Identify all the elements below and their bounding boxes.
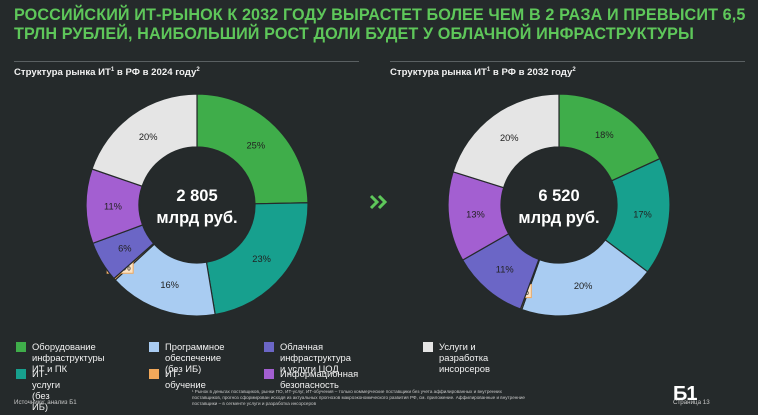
center-value: 2 805 [176, 187, 217, 205]
legend-swatch [423, 342, 433, 352]
slice-label-software: 20% [574, 281, 593, 291]
chart-title-suffix: в РФ в 2024 году [114, 67, 197, 79]
center-unit: млрд руб. [518, 209, 599, 227]
chart-title-sup: 2 [572, 67, 576, 73]
legend-label: Облачная инфраструктура и услуги ЦОД [280, 341, 351, 374]
chart-title-sup: 1 [110, 67, 115, 73]
legend-label: ИТ-обучение [165, 368, 206, 390]
legend-item-insourcing: Услуги и разработка инсорсеров [423, 341, 490, 374]
legend-item-it_education: ИТ-обучение [149, 368, 206, 390]
slice-label-software: 16% [160, 280, 179, 290]
legend-swatch [264, 342, 274, 352]
source-note: Источники: анализ Б1 [14, 399, 77, 406]
slice-label-it_services: 17% [633, 210, 652, 220]
slice-label-it_services: 23% [252, 254, 271, 264]
donut-hole [502, 148, 616, 262]
legend-swatch [16, 342, 26, 352]
logo: Б1 [673, 383, 697, 405]
center-unit: млрд руб. [156, 209, 237, 227]
chart-title-2032: Структура рынка ИТ1 в РФ в 2032 году2 [390, 67, 576, 78]
legend-item-hardware: Оборудование инфраструктуры ИТ и ПК [16, 341, 104, 374]
legend-swatch [16, 369, 26, 379]
legend-item-it_services: ИТ-услуги (без ИБ) [16, 368, 60, 412]
slice-label-insourcing: 20% [500, 133, 519, 143]
legend-label: Оборудование инфраструктуры ИТ и ПК [32, 341, 105, 374]
legend-item-security: Информационная безопасность [264, 368, 358, 390]
legend-swatch [264, 369, 274, 379]
slice-software [521, 239, 649, 317]
page-number: Страница 13 [673, 399, 710, 406]
legend-swatch [149, 342, 159, 352]
slice-it_services [205, 202, 309, 316]
legend-label: Услуги и разработка инсорсеров [439, 341, 490, 374]
slice-label-cloud: 6% [118, 244, 131, 254]
left-divider [14, 61, 359, 62]
double-chevron-right-icon [369, 194, 388, 210]
slice-label-security: 11% [104, 201, 122, 211]
chart-title-2024: Структура рынка ИТ1 в РФ в 2024 году2 [14, 67, 200, 78]
slice-label-cloud: 11% [496, 265, 514, 275]
chart-title-sup: 1 [486, 67, 491, 73]
right-divider [390, 61, 745, 62]
slide-title: Российский ИТ-рынок к 2032 году вырастет… [14, 6, 746, 43]
center-value: 6 520 [538, 187, 579, 205]
legend-swatch [149, 369, 159, 379]
slice-label-hardware: 25% [246, 141, 265, 151]
chart-title-text: Структура рынка ИТ [390, 67, 487, 79]
slice-label-insourcing: 20% [139, 132, 158, 142]
slice-insourcing [452, 93, 560, 189]
slice-label-security: 13% [466, 210, 485, 220]
donut-hole [140, 148, 254, 262]
slice-insourcing [91, 93, 198, 187]
legend-item-software: Программное обеспечение (без ИБ) [149, 341, 225, 374]
chart-title-text: Структура рынка ИТ [14, 67, 111, 79]
slice-label-hardware: 18% [595, 130, 614, 140]
chart-title-sup: 2 [196, 67, 200, 73]
legend-item-cloud: Облачная инфраструктура и услуги ЦОД [264, 341, 351, 374]
legend-label: ИТ-услуги (без ИБ) [32, 368, 61, 412]
footnote: ¹ Рынок в деньгах поставщиков, рынки ПО,… [192, 389, 525, 407]
chart-title-suffix: в РФ в 2032 году [490, 67, 573, 79]
legend-label: Программное обеспечение (без ИБ) [165, 341, 225, 374]
legend-label: Информационная безопасность [280, 368, 359, 390]
slice-hardware [196, 93, 309, 205]
